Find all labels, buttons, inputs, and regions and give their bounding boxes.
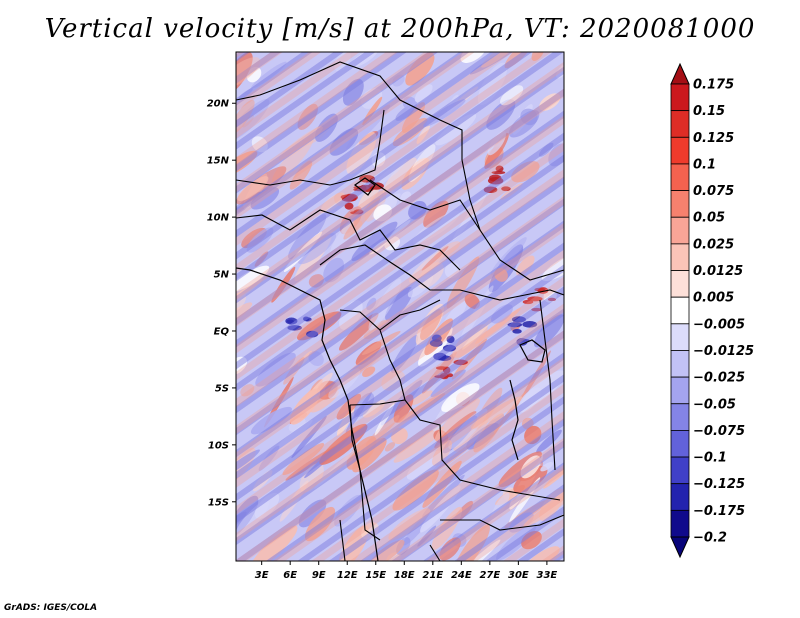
y-tick-label: 20N bbox=[207, 99, 230, 110]
chart-title: Vertical velocity [m/s] at 200hPa, VT: 2… bbox=[44, 14, 756, 44]
colorbar-label: −0.005 bbox=[693, 317, 745, 332]
x-tick-label: 24E bbox=[451, 570, 472, 581]
colorbar-segment bbox=[670, 376, 690, 405]
border-line bbox=[379, 329, 561, 501]
velocity-field bbox=[236, 52, 564, 561]
colorbar-segment bbox=[670, 296, 690, 325]
colorbar-label: 0.175 bbox=[693, 78, 734, 93]
border-line bbox=[236, 109, 385, 186]
field-texture-red bbox=[236, 52, 564, 561]
colorbar-label: −0.0125 bbox=[693, 344, 754, 359]
colorbar-segment bbox=[670, 216, 690, 245]
colorbar-segment bbox=[670, 456, 690, 485]
colorbar-label: 0.1 bbox=[693, 157, 716, 172]
border-line bbox=[339, 519, 346, 561]
x-tick-label: 6E bbox=[283, 570, 297, 581]
colorbar-label: −0.075 bbox=[693, 424, 745, 439]
colorbar-label: 0.05 bbox=[693, 211, 725, 226]
x-tick-label: 33E bbox=[537, 570, 558, 581]
colorbar-segment bbox=[670, 110, 690, 138]
border-line bbox=[349, 399, 406, 406]
colorbar-label: −0.05 bbox=[693, 397, 736, 412]
coastline bbox=[236, 177, 546, 561]
grads-credit: GrADS: IGES/COLA bbox=[4, 603, 98, 613]
colorbar-label: −0.025 bbox=[693, 371, 745, 386]
x-tick-label: 30E bbox=[508, 570, 529, 581]
x-tick-label: 21E bbox=[422, 570, 443, 581]
colorbar-label: −0.1 bbox=[693, 451, 727, 466]
x-tick-label: 15E bbox=[365, 570, 386, 581]
y-axis: 20N 15N 10N 5N EQ 5S 10S 15S bbox=[207, 99, 236, 508]
border-line bbox=[236, 209, 461, 271]
x-tick-label: 3E bbox=[255, 570, 269, 581]
x-tick-label: 18E bbox=[394, 570, 415, 581]
colorbar-label: −0.125 bbox=[693, 477, 745, 492]
coast-line bbox=[236, 267, 379, 561]
colorbar-label: −0.175 bbox=[693, 504, 745, 519]
border-line bbox=[461, 159, 564, 281]
colorbar-label: 0.075 bbox=[693, 184, 734, 199]
colorbar-label: −0.2 bbox=[693, 531, 727, 546]
y-tick-label: 10N bbox=[207, 213, 230, 224]
colorbar: 0.175 0.15 0.125 0.1 0.075 0.05 0.025 0.0125 0.0… bbox=[670, 62, 754, 559]
border-line bbox=[369, 179, 481, 231]
colorbar-segment bbox=[670, 163, 690, 191]
colorbar-arrow-bottom bbox=[670, 536, 690, 559]
colorbar-segment bbox=[670, 483, 690, 511]
colorbar-segment bbox=[670, 430, 690, 458]
border-line bbox=[339, 299, 441, 331]
colorbar-segment bbox=[670, 509, 690, 538]
colorbar-arrow-top bbox=[670, 62, 690, 85]
y-tick-label: 5S bbox=[215, 383, 229, 394]
lake-tanganyika bbox=[509, 379, 519, 461]
x-tick-label: 27E bbox=[479, 570, 500, 581]
colorbar-segment bbox=[670, 403, 690, 431]
x-axis: 3E 6E 9E 12E 15E 18E 21E 24E 27E 30E 33E bbox=[255, 561, 558, 581]
x-tick-label: 12E bbox=[337, 570, 358, 581]
y-tick-label: 5N bbox=[214, 270, 230, 281]
lake-chad bbox=[353, 177, 376, 196]
colorbar-segment bbox=[670, 243, 690, 271]
colorbar-label: 0.125 bbox=[693, 131, 734, 146]
border-line bbox=[319, 244, 564, 301]
border-line bbox=[440, 514, 564, 531]
colorbar-segment bbox=[670, 350, 690, 378]
colorbar-segment bbox=[670, 190, 690, 218]
colorbar-label: 0.15 bbox=[693, 104, 725, 119]
colorbar-segment bbox=[670, 323, 690, 351]
colorbar-segment bbox=[670, 83, 690, 112]
colorbar-label: 0.0125 bbox=[693, 264, 743, 279]
colorbar-label: 0.005 bbox=[693, 291, 734, 306]
border-line bbox=[429, 544, 441, 561]
colorbar-segment bbox=[670, 270, 690, 298]
colorbar-segment bbox=[670, 136, 690, 165]
border-line bbox=[539, 299, 556, 471]
y-tick-label: 10S bbox=[208, 440, 229, 451]
y-tick-label: 15N bbox=[207, 156, 230, 167]
x-tick-label: 9E bbox=[312, 570, 326, 581]
colorbar-label: 0.025 bbox=[693, 237, 734, 252]
plot-frame bbox=[235, 51, 565, 562]
border-line bbox=[236, 61, 463, 160]
y-tick-label: 15S bbox=[208, 497, 229, 508]
lake-victoria bbox=[519, 339, 546, 363]
y-tick-label: EQ bbox=[214, 326, 230, 337]
